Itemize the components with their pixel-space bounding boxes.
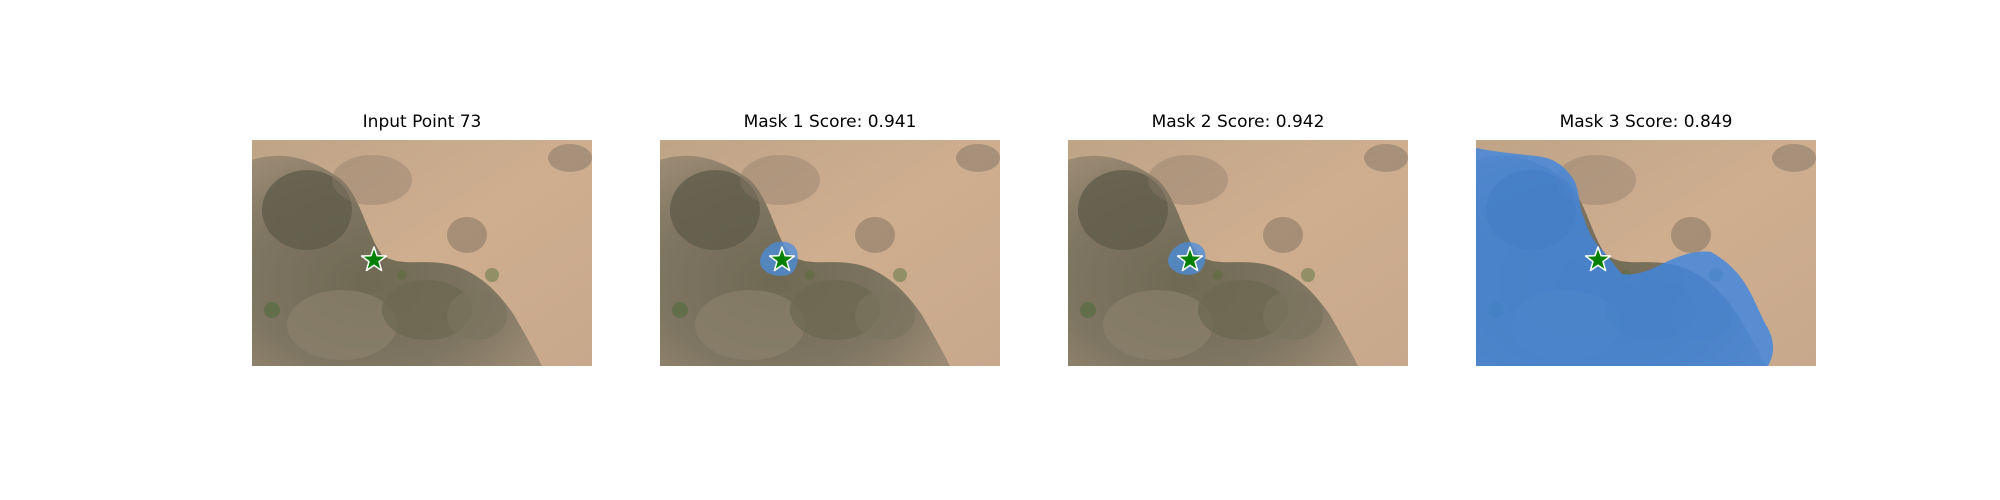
aerial-image: [252, 140, 592, 366]
panel-title: Mask 3 Score: 0.849: [1559, 112, 1733, 132]
panel-title: Input Point 73: [362, 112, 482, 132]
mask-overlay: [1476, 148, 1774, 366]
panel-input-point: Input Point 73: [252, 110, 592, 370]
panel-mask-2: Mask 2 Score: 0.942: [1068, 110, 1408, 370]
panel-mask-1: Mask 1 Score: 0.941: [660, 110, 1000, 370]
aerial-image: [1068, 140, 1408, 366]
panel-title: Mask 2 Score: 0.942: [1151, 112, 1325, 132]
panel-title: Mask 1 Score: 0.941: [743, 112, 917, 132]
panel-mask-3: Mask 3 Score: 0.849: [1476, 110, 1816, 370]
aerial-image: [660, 140, 1000, 366]
aerial-image: [1476, 140, 1816, 366]
